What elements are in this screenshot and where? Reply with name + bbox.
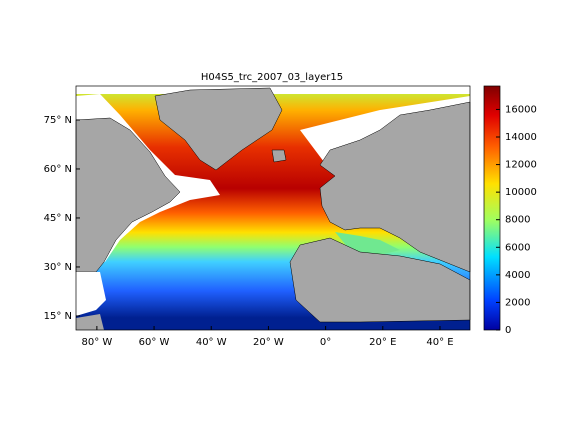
land [271,149,287,163]
colorbar-tick-label: 8000 [505,215,530,226]
x-tick-label: 20° E [369,337,396,348]
colorbar-tick-label: 14000 [505,132,537,143]
x-tick-label: 0° [320,337,331,348]
colorbar-tick-label: 6000 [505,242,530,253]
colorbar-tick-label: 10000 [505,187,537,198]
y-tick-label: 60° N [44,164,72,175]
colorbar-tick-label: 2000 [505,297,530,308]
x-tick-label: 60° W [139,337,170,348]
y-tick-label: 15° N [44,311,72,322]
map-title: H04S5_trc_2007_03_layer15 [201,72,343,83]
x-tick-label: 40° E [426,337,453,348]
colorbar-tick-label: 0 [505,325,511,336]
colorbar-tick-label: 4000 [505,270,530,281]
colorbar [483,85,501,331]
land [75,117,181,273]
no-data [76,86,470,94]
axes-box [75,85,471,331]
colorbar-tick-label: 16000 [505,104,537,115]
map [75,85,471,331]
land [154,87,283,171]
colorbar-tick-label: 12000 [505,160,537,171]
x-tick-label: 80° W [81,337,112,348]
no-data [76,272,106,316]
y-tick-label: 75° N [44,115,72,126]
land [289,237,471,323]
y-tick-label: 45° N [44,213,72,224]
x-tick-label: 20° W [253,337,284,348]
x-tick-label: 40° W [196,337,227,348]
y-tick-label: 30° N [44,262,72,273]
land [319,101,471,273]
